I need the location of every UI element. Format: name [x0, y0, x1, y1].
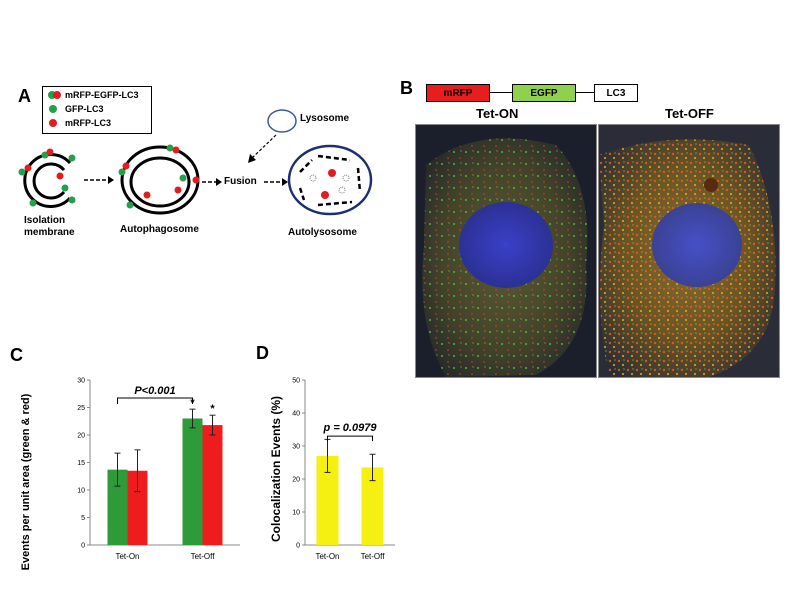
red-dot-icon — [49, 119, 57, 127]
green-dot-icon — [18, 168, 26, 176]
y-tick-label: 0 — [296, 543, 300, 550]
y-tick-label: 25 — [77, 405, 85, 412]
green-dot-icon — [166, 144, 174, 152]
isolation-membrane-label: Isolation membrane — [24, 215, 75, 238]
significance-label: P<0.001 — [134, 385, 175, 397]
red-dot-icon — [174, 186, 182, 194]
star-label: * — [210, 403, 215, 415]
nucleus-shape — [459, 202, 553, 288]
x-tick-label: Tet-Off — [191, 552, 216, 561]
chart-d: 0 10 20 30 40 50 Tet-On Tet-Off p = 0.0979 — [292, 378, 395, 561]
chart-d-ylabel: Colocalization Events (%) — [269, 395, 283, 543]
green-dot-icon — [68, 196, 76, 204]
bar — [316, 455, 339, 545]
legend-label: mRFP-LC3 — [65, 118, 112, 128]
mrfp-box: mRFP — [426, 84, 490, 102]
green-dot-icon — [29, 199, 37, 207]
fusion-label: Fusion — [224, 176, 257, 187]
panel-b-letter: B — [400, 78, 413, 98]
lc3-box: LC3 — [594, 84, 638, 102]
dashed-arrow-icon — [251, 134, 277, 159]
green-dot-icon — [61, 184, 69, 192]
tet-off-micrograph — [598, 124, 780, 378]
red-dot-icon — [172, 146, 180, 154]
y-tick-label: 10 — [77, 488, 85, 495]
x-tick-label: Tet-Off — [361, 552, 386, 561]
green-dot-icon — [49, 105, 57, 113]
red-dot-icon — [321, 191, 329, 199]
green-dot-icon — [126, 201, 134, 209]
y-tick-label: 30 — [77, 378, 85, 385]
legend-label: mRFP-EGFP-LC3 — [65, 90, 139, 100]
tet-on-image — [416, 125, 596, 377]
construct-diagram: mRFP EGFP LC3 — [426, 84, 642, 102]
red-dot-icon — [56, 172, 64, 180]
autophagosome-shape — [118, 144, 200, 215]
y-tick-label: 10 — [292, 510, 300, 517]
significance-bracket — [327, 435, 373, 442]
y-tick-label: 0 — [81, 543, 85, 550]
panel-d-letter: D — [256, 343, 269, 363]
significance-bracket — [117, 397, 193, 404]
autophagy-diagram — [18, 109, 373, 216]
green-dot-icon — [68, 154, 76, 162]
legend-label: GFP-LC3 — [65, 104, 104, 114]
tet-off-image — [599, 125, 779, 377]
vesicle-shape — [704, 178, 718, 192]
bar — [182, 418, 203, 545]
autophagosome-label: Autophagosome — [120, 224, 199, 235]
y-tick-label: 5 — [81, 515, 85, 522]
panel-a-letter: A — [18, 86, 31, 106]
isolation-membrane-shape — [18, 148, 76, 208]
bar — [127, 470, 148, 545]
red-dot-icon — [24, 164, 32, 172]
bar — [202, 425, 223, 545]
y-tick-label: 30 — [292, 444, 300, 451]
green-red-dot-icon — [48, 91, 61, 99]
tet-on-micrograph — [415, 124, 597, 378]
bar — [107, 469, 128, 545]
significance-label: p = 0.0979 — [323, 422, 378, 434]
x-tick-label: Tet-On — [315, 552, 339, 561]
y-tick-label: 20 — [292, 477, 300, 484]
legend-item: mRFP-EGFP-LC3 — [47, 90, 139, 100]
tet-off-title: Tet-OFF — [665, 106, 714, 121]
red-dot-icon — [46, 148, 54, 156]
y-tick-label: 50 — [292, 378, 300, 385]
x-tick-label: Tet-On — [115, 552, 139, 561]
star-label: * — [190, 397, 195, 409]
autolysosome-label: Autolysosome — [288, 227, 357, 238]
egfp-box: EGFP — [512, 84, 576, 102]
red-dot-icon — [143, 191, 151, 199]
y-tick-label: 40 — [292, 411, 300, 418]
lysosome-label: Lysosome — [300, 113, 350, 124]
panel-c-letter: C — [10, 345, 23, 365]
bar — [361, 467, 384, 545]
legend-item: GFP-LC3 — [47, 104, 104, 114]
autolysosome-shape — [287, 144, 373, 216]
tet-on-title: Tet-ON — [476, 106, 519, 121]
nucleus-shape — [652, 203, 742, 287]
red-dot-icon — [192, 176, 200, 184]
chart-c: 0 5 10 15 20 25 30 Tet-On Tet-Off P<0.001 * * — [77, 378, 240, 561]
y-tick-label: 20 — [77, 433, 85, 440]
y-tick-label: 15 — [77, 460, 85, 467]
lysosome-shape — [267, 109, 297, 133]
red-dot-icon — [328, 169, 336, 177]
green-dot-icon — [118, 168, 126, 176]
panel-a-legend: mRFP-EGFP-LC3 GFP-LC3 mRFP-LC3 — [42, 86, 152, 134]
chart-c-ylabel: Events per unit area (green & red) — [20, 393, 32, 571]
legend-item: mRFP-LC3 — [47, 118, 111, 128]
green-dot-icon — [179, 174, 187, 182]
red-dot-icon — [122, 162, 130, 170]
